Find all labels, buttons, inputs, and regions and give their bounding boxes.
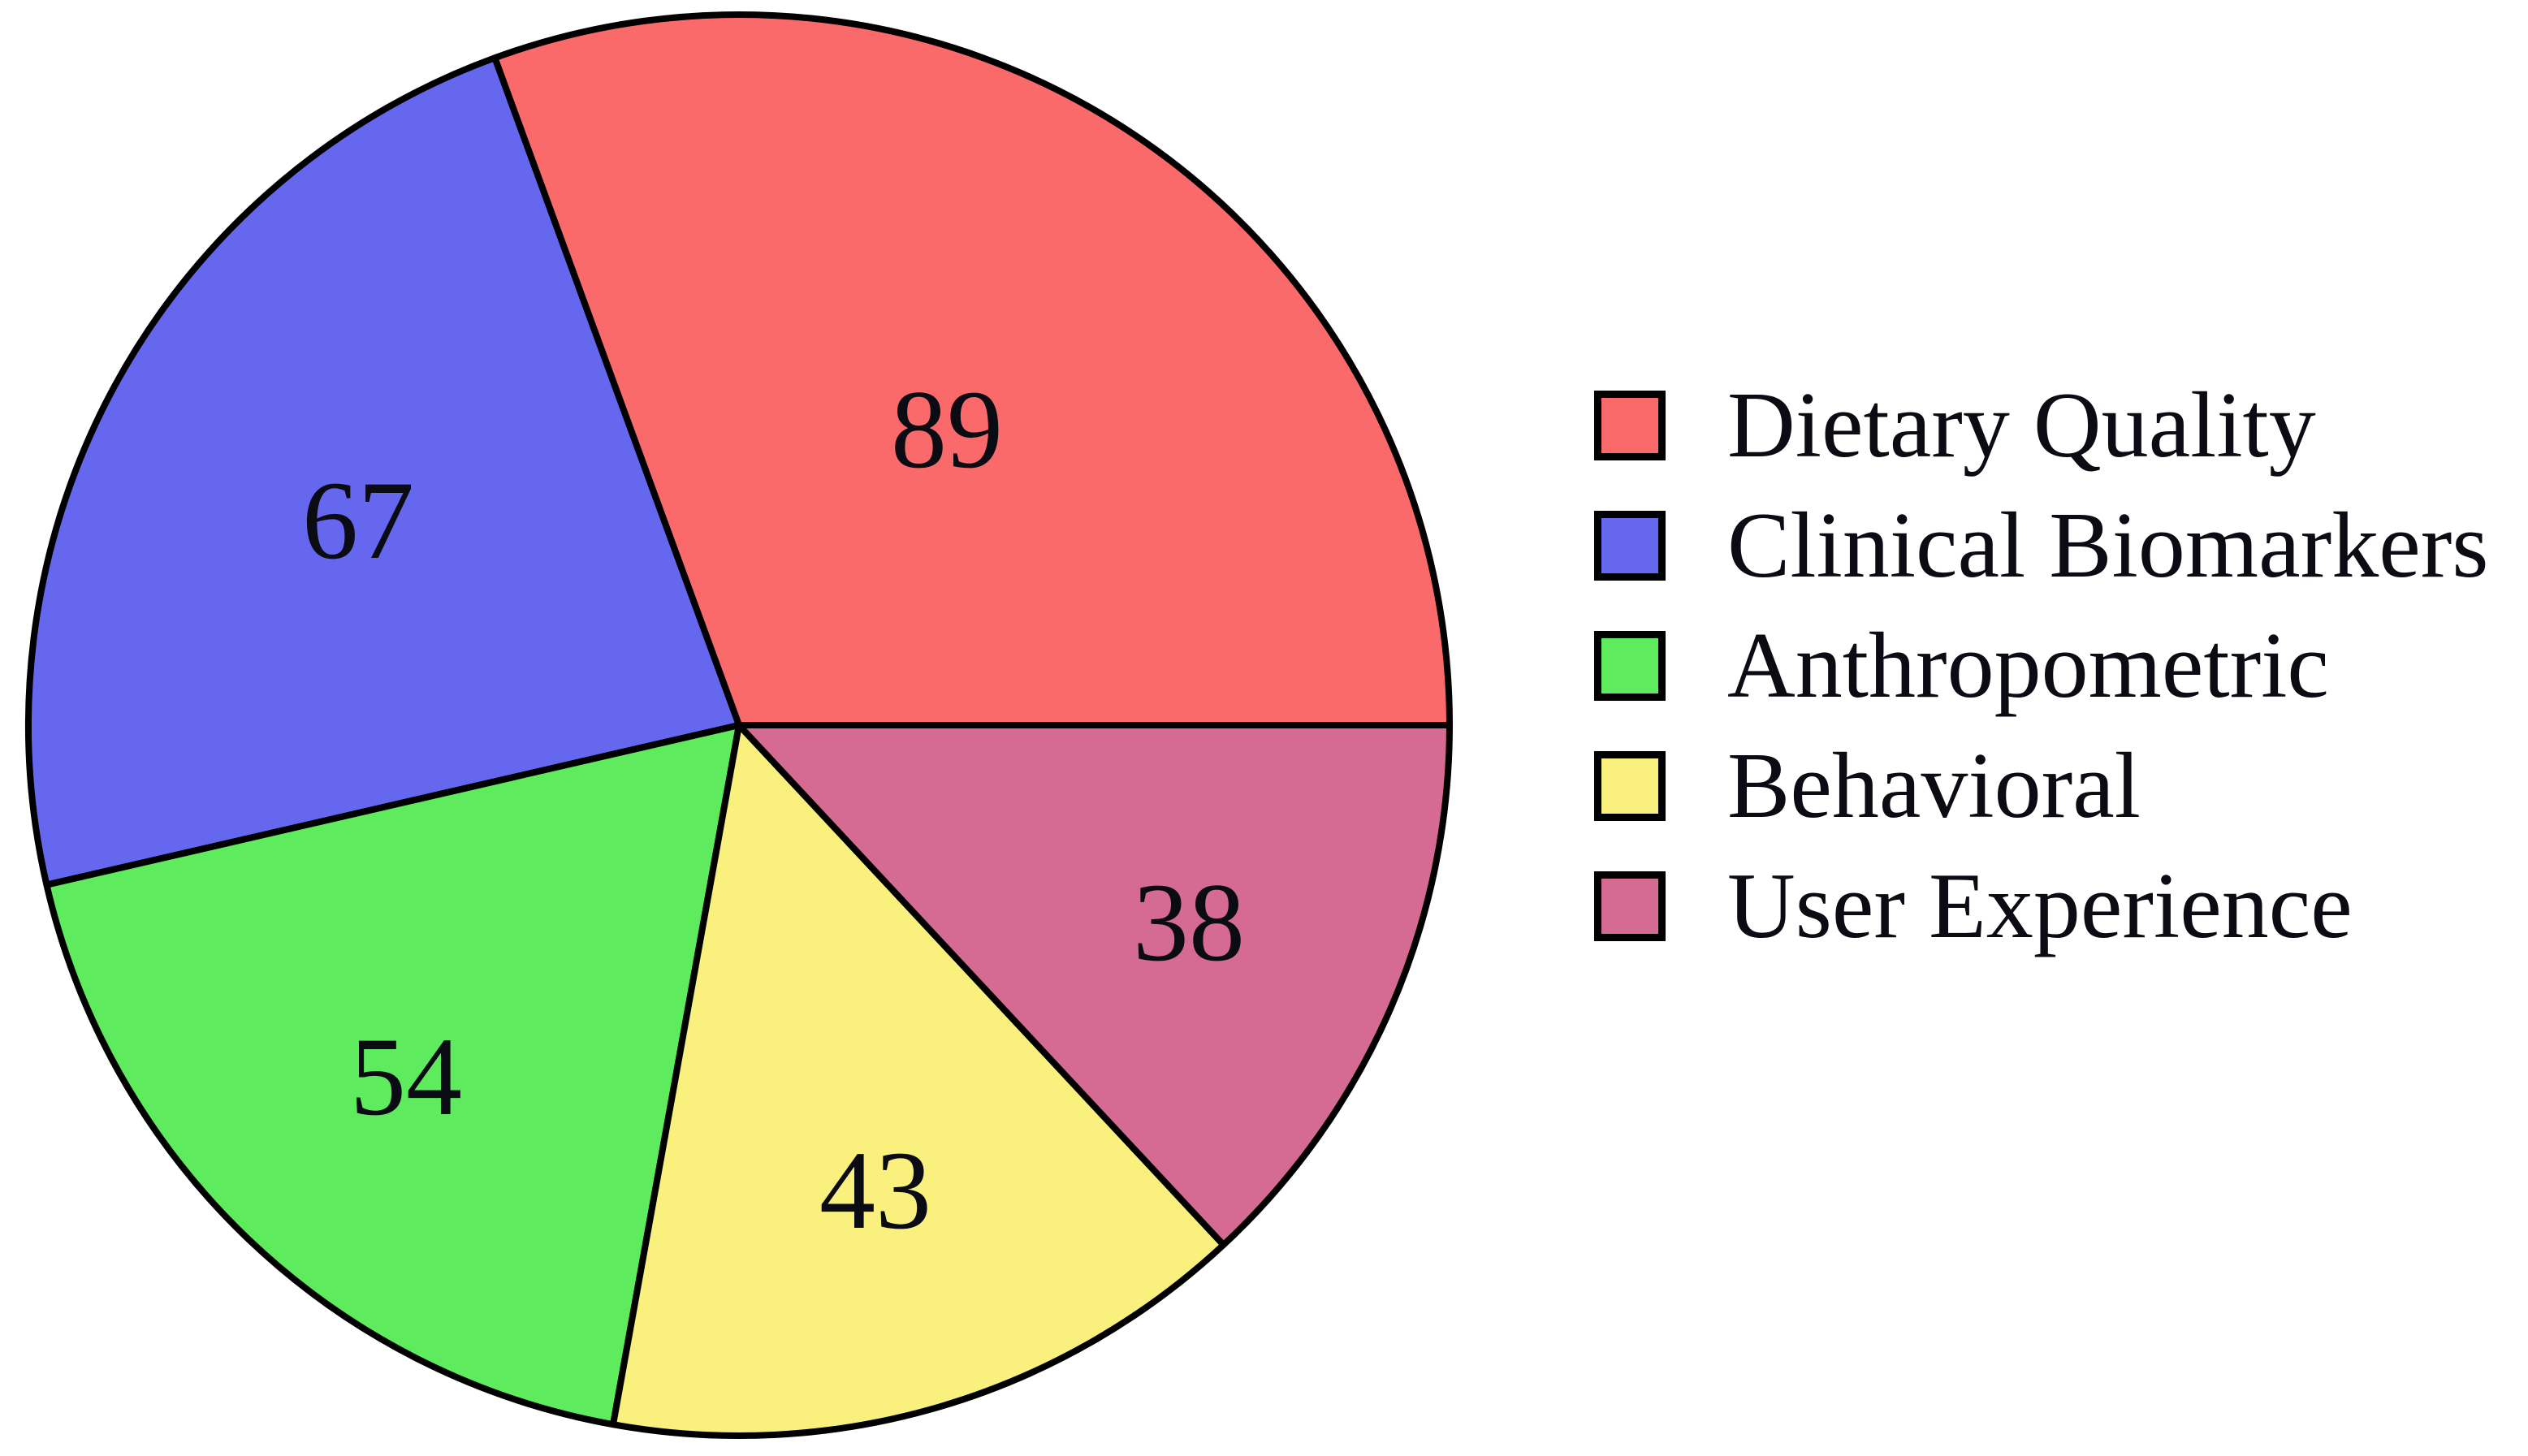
pie-slices-group bbox=[25, 11, 1453, 1439]
pie-chart: 89 67 54 43 38 bbox=[25, 11, 1453, 1439]
legend-item-dietary-quality: Dietary Quality bbox=[1594, 365, 2488, 486]
pie-slice-dietary-quality bbox=[491, 11, 1453, 728]
legend-item-user-experience: User Experience bbox=[1594, 846, 2488, 966]
legend-swatch-user-experience bbox=[1594, 871, 1666, 941]
legend-swatch-behavioral bbox=[1594, 751, 1666, 821]
legend-label: Anthropometric bbox=[1727, 614, 2329, 718]
legend-swatch-clinical-biomarkers bbox=[1594, 511, 1666, 581]
slice-value-label-clinical-biomarkers: 67 bbox=[302, 458, 414, 582]
slice-value-label-behavioral: 43 bbox=[819, 1128, 931, 1252]
legend-label: Behavioral bbox=[1727, 734, 2141, 838]
legend-label: User Experience bbox=[1727, 854, 2353, 958]
legend-item-behavioral: Behavioral bbox=[1594, 726, 2488, 846]
chart-legend: Dietary Quality Clinical Biomarkers Anthro… bbox=[1594, 365, 2488, 966]
pie-slice-labels-group: 89 67 54 43 38 bbox=[302, 367, 1245, 1252]
legend-item-anthropometric: Anthropometric bbox=[1594, 606, 2488, 726]
legend-swatch-anthropometric bbox=[1594, 631, 1666, 701]
slice-value-label-anthropometric: 54 bbox=[350, 1014, 462, 1138]
pie-slice-clinical-biomarkers bbox=[25, 54, 742, 888]
pie-slice-user-experience bbox=[736, 722, 1453, 1248]
legend-label: Dietary Quality bbox=[1727, 374, 2316, 477]
legend-label: Clinical Biomarkers bbox=[1727, 494, 2489, 598]
slice-value-label-user-experience: 38 bbox=[1133, 860, 1245, 984]
slice-value-label-dietary-quality: 89 bbox=[891, 367, 1003, 491]
legend-item-clinical-biomarkers: Clinical Biomarkers bbox=[1594, 486, 2488, 606]
pie-slice-behavioral bbox=[610, 722, 1227, 1439]
legend-swatch-dietary-quality bbox=[1594, 391, 1666, 460]
pie-slice-anthropometric bbox=[43, 722, 742, 1428]
